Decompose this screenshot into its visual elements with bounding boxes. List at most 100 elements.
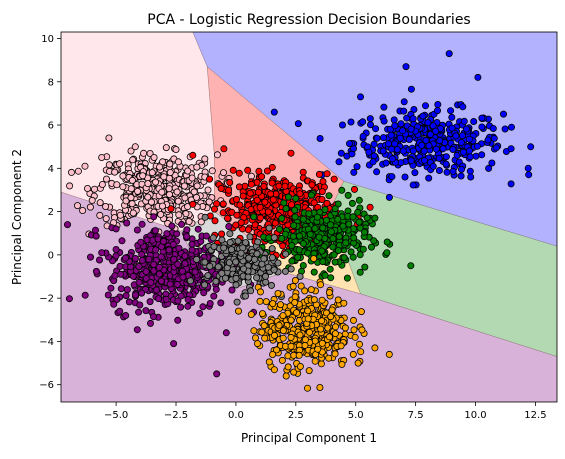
data-point-red <box>318 195 326 203</box>
x-tick-label: −2.5 <box>164 410 188 421</box>
data-point-pink <box>188 174 196 182</box>
data-point-blue <box>435 154 443 162</box>
data-point-green <box>299 215 307 223</box>
data-point-pink <box>122 197 130 205</box>
data-point-blue <box>525 171 533 179</box>
data-point-gray <box>226 230 234 238</box>
data-point-red <box>218 230 226 238</box>
data-point-pink <box>174 197 182 205</box>
data-point-blue <box>409 181 417 189</box>
data-point-red <box>226 178 234 186</box>
data-point-blue <box>435 166 443 174</box>
data-point-blue <box>478 114 486 122</box>
data-point-orange <box>318 296 326 304</box>
data-point-blue <box>379 147 387 155</box>
data-point-blue <box>407 157 415 165</box>
data-point-gray <box>186 277 194 285</box>
y-tick-label: 2 <box>48 207 54 218</box>
data-point-orange <box>253 340 261 348</box>
data-point-red <box>167 205 175 213</box>
data-point-red <box>244 226 252 234</box>
data-point-orange <box>256 297 264 305</box>
series-blue <box>270 50 535 201</box>
data-point-blue <box>370 152 378 160</box>
data-point-pink <box>129 209 137 217</box>
data-point-purple <box>177 292 185 300</box>
data-point-blue <box>353 163 361 171</box>
data-point-green <box>310 268 318 276</box>
data-point-pink <box>152 178 160 186</box>
data-point-pink <box>174 158 182 166</box>
data-point-purple <box>174 297 182 305</box>
data-point-purple <box>210 292 218 300</box>
data-point-blue <box>474 73 482 81</box>
data-point-orange <box>310 255 318 263</box>
data-point-red <box>241 182 249 190</box>
data-point-orange <box>279 327 287 335</box>
data-point-green <box>321 271 329 279</box>
plot-frame <box>60 31 558 403</box>
data-point-purple <box>143 236 151 244</box>
data-point-green <box>250 213 258 221</box>
data-point-blue <box>459 103 467 111</box>
data-point-orange <box>327 313 335 321</box>
data-point-pink <box>86 203 94 211</box>
data-point-pink <box>103 175 111 183</box>
data-point-purple <box>183 226 191 234</box>
x-tick-label: 5.0 <box>348 410 364 421</box>
data-point-red <box>296 190 304 198</box>
data-point-pink <box>91 185 99 193</box>
data-point-blue <box>422 136 430 144</box>
data-point-blue <box>488 159 496 167</box>
data-point-purple <box>138 289 146 297</box>
data-point-purple <box>147 278 155 286</box>
data-point-blue <box>270 108 278 116</box>
data-point-purple <box>92 232 100 240</box>
data-point-pink <box>166 168 174 176</box>
data-point-pink <box>208 167 216 175</box>
data-point-orange <box>270 331 278 339</box>
data-point-pink <box>79 206 87 214</box>
data-point-purple <box>174 316 182 324</box>
data-point-blue <box>391 122 399 130</box>
data-point-orange <box>331 350 339 358</box>
data-point-purple <box>136 301 144 309</box>
data-point-purple <box>122 254 130 262</box>
data-point-gray <box>209 234 217 242</box>
data-point-blue <box>384 140 392 148</box>
data-point-orange <box>328 306 336 314</box>
data-point-red <box>330 175 338 183</box>
data-point-red <box>287 149 295 157</box>
data-point-purple <box>154 295 162 303</box>
data-point-gray <box>287 265 295 273</box>
data-point-pink <box>144 193 152 201</box>
data-point-blue <box>338 121 346 129</box>
data-point-red <box>318 188 326 196</box>
y-tick-label: −4 <box>39 337 54 348</box>
data-point-purple <box>174 260 182 268</box>
data-point-blue <box>356 93 364 101</box>
data-point-purple <box>194 225 202 233</box>
data-point-gray <box>193 255 201 263</box>
data-point-blue <box>400 98 408 106</box>
y-tick-label: 0 <box>48 250 54 261</box>
series-pink <box>66 134 255 264</box>
data-point-green <box>354 208 362 216</box>
data-point-red <box>254 188 262 196</box>
data-point-green <box>322 216 330 224</box>
data-point-orange <box>325 288 333 296</box>
data-point-orange <box>358 326 366 334</box>
data-point-purple <box>135 278 143 286</box>
data-point-orange <box>341 324 349 332</box>
data-point-purple <box>160 237 168 245</box>
data-point-purple <box>206 299 214 307</box>
data-point-blue <box>432 127 440 135</box>
data-point-gray <box>262 278 270 286</box>
data-point-pink <box>105 161 113 169</box>
data-point-gray <box>270 266 278 274</box>
y-tick-label: 10 <box>41 34 54 45</box>
data-point-orange <box>305 328 313 336</box>
data-point-orange <box>303 384 311 392</box>
data-point-purple <box>142 268 150 276</box>
data-point-pink <box>175 211 183 219</box>
